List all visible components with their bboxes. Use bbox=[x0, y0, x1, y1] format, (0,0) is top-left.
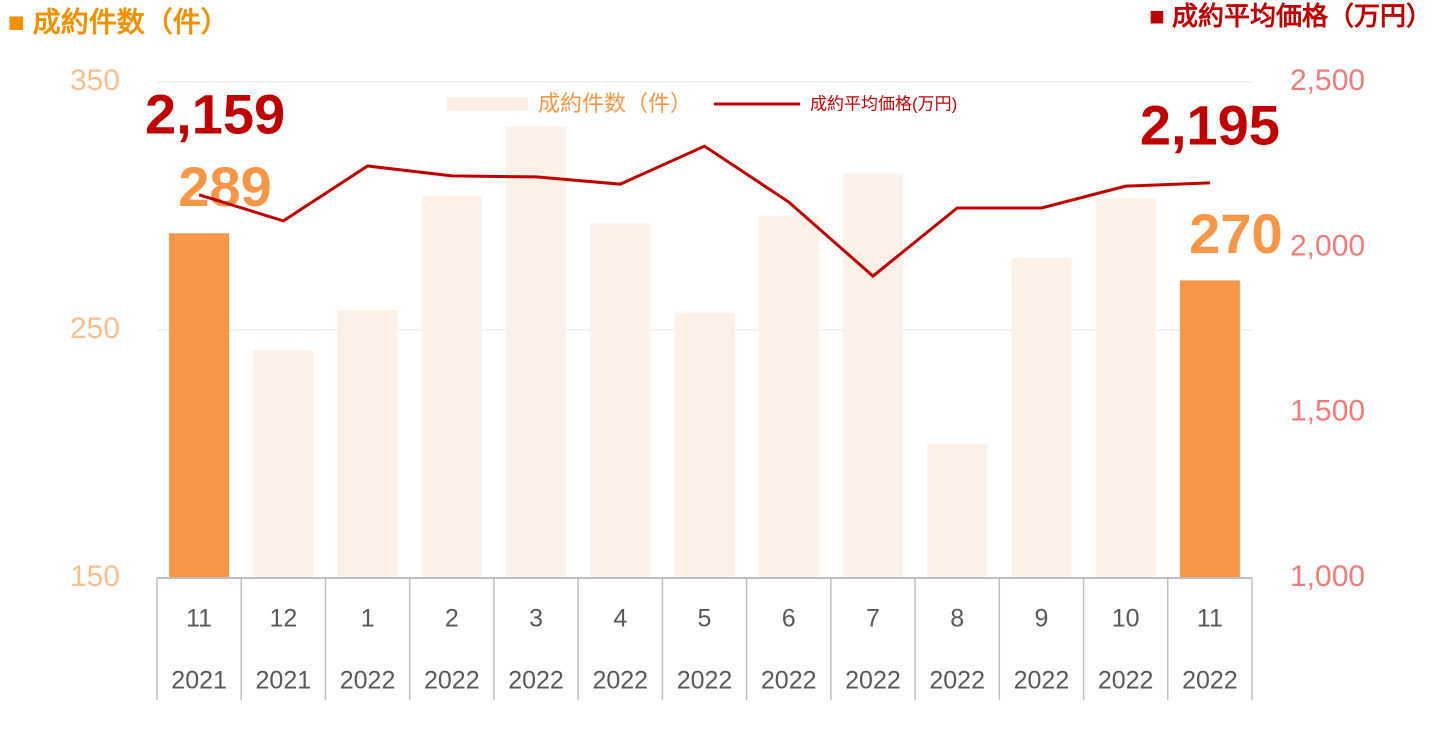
x-tick-label: 8 bbox=[950, 605, 964, 633]
x-year-label: 2022 bbox=[508, 667, 564, 695]
y2-tick-label: 1,500 bbox=[1290, 395, 1365, 428]
bar bbox=[169, 233, 230, 578]
line bbox=[198, 144, 1210, 279]
x-year-label: 2022 bbox=[340, 667, 396, 695]
bar bbox=[421, 196, 482, 578]
bar bbox=[927, 444, 988, 578]
x-tick-label: 7 bbox=[866, 605, 880, 633]
x-year-label: 2022 bbox=[1182, 667, 1238, 695]
header-right: ■ 成約平均価格（万円） bbox=[1149, 1, 1432, 31]
bar bbox=[506, 126, 567, 578]
line-value-label: 2,195 bbox=[1140, 94, 1280, 157]
x-year-label: 2021 bbox=[171, 667, 227, 695]
legend-label: 成約件数（件） bbox=[538, 91, 692, 116]
x-tick-label: 10 bbox=[1112, 605, 1140, 633]
y-tick-label: 150 bbox=[70, 560, 120, 593]
y2-tick-label: 1,000 bbox=[1290, 560, 1365, 593]
y2-tick-label: 2,500 bbox=[1290, 64, 1365, 97]
x-year-label: 2022 bbox=[761, 667, 817, 695]
x-tick-label: 6 bbox=[782, 605, 796, 633]
x-tick-label: 12 bbox=[269, 605, 297, 633]
bar-value-label: 289 bbox=[178, 155, 271, 218]
y-tick-label: 250 bbox=[70, 312, 120, 345]
bar bbox=[1011, 258, 1072, 578]
x-year-label: 2022 bbox=[845, 667, 901, 695]
x-tick-label: 4 bbox=[613, 605, 627, 633]
bar bbox=[590, 223, 651, 579]
bar bbox=[758, 215, 819, 579]
x-year-label: 2022 bbox=[1098, 667, 1154, 695]
bar bbox=[842, 173, 903, 578]
x-year-label: 2022 bbox=[929, 667, 985, 695]
x-tick-label: 3 bbox=[529, 605, 543, 633]
legend-swatch bbox=[446, 97, 528, 111]
x-year-label: 2022 bbox=[424, 667, 480, 695]
header-left: ■ 成約件数（件） bbox=[8, 5, 229, 37]
bar bbox=[337, 310, 398, 578]
bar bbox=[1095, 198, 1156, 578]
bar bbox=[1179, 280, 1240, 578]
line-value-label: 2,159 bbox=[145, 83, 285, 146]
x-year-label: 2022 bbox=[677, 667, 733, 695]
x-tick-label: 1 bbox=[361, 605, 375, 633]
x-tick-label: 9 bbox=[1034, 605, 1048, 633]
bar bbox=[253, 349, 314, 578]
y2-tick-label: 2,000 bbox=[1290, 229, 1365, 262]
x-tick-label: 2 bbox=[445, 605, 459, 633]
bar bbox=[674, 312, 735, 578]
bar-value-label: 270 bbox=[1189, 202, 1282, 265]
x-year-label: 2022 bbox=[592, 667, 648, 695]
legend-label: 成約平均価格(万円) bbox=[810, 94, 957, 113]
x-year-label: 2021 bbox=[256, 667, 312, 695]
x-tick-label: 5 bbox=[698, 605, 712, 633]
x-year-label: 2022 bbox=[1014, 667, 1070, 695]
y-tick-label: 350 bbox=[70, 64, 120, 97]
x-tick-label: 11 bbox=[1197, 605, 1223, 633]
x-tick-label: 11 bbox=[186, 605, 212, 633]
